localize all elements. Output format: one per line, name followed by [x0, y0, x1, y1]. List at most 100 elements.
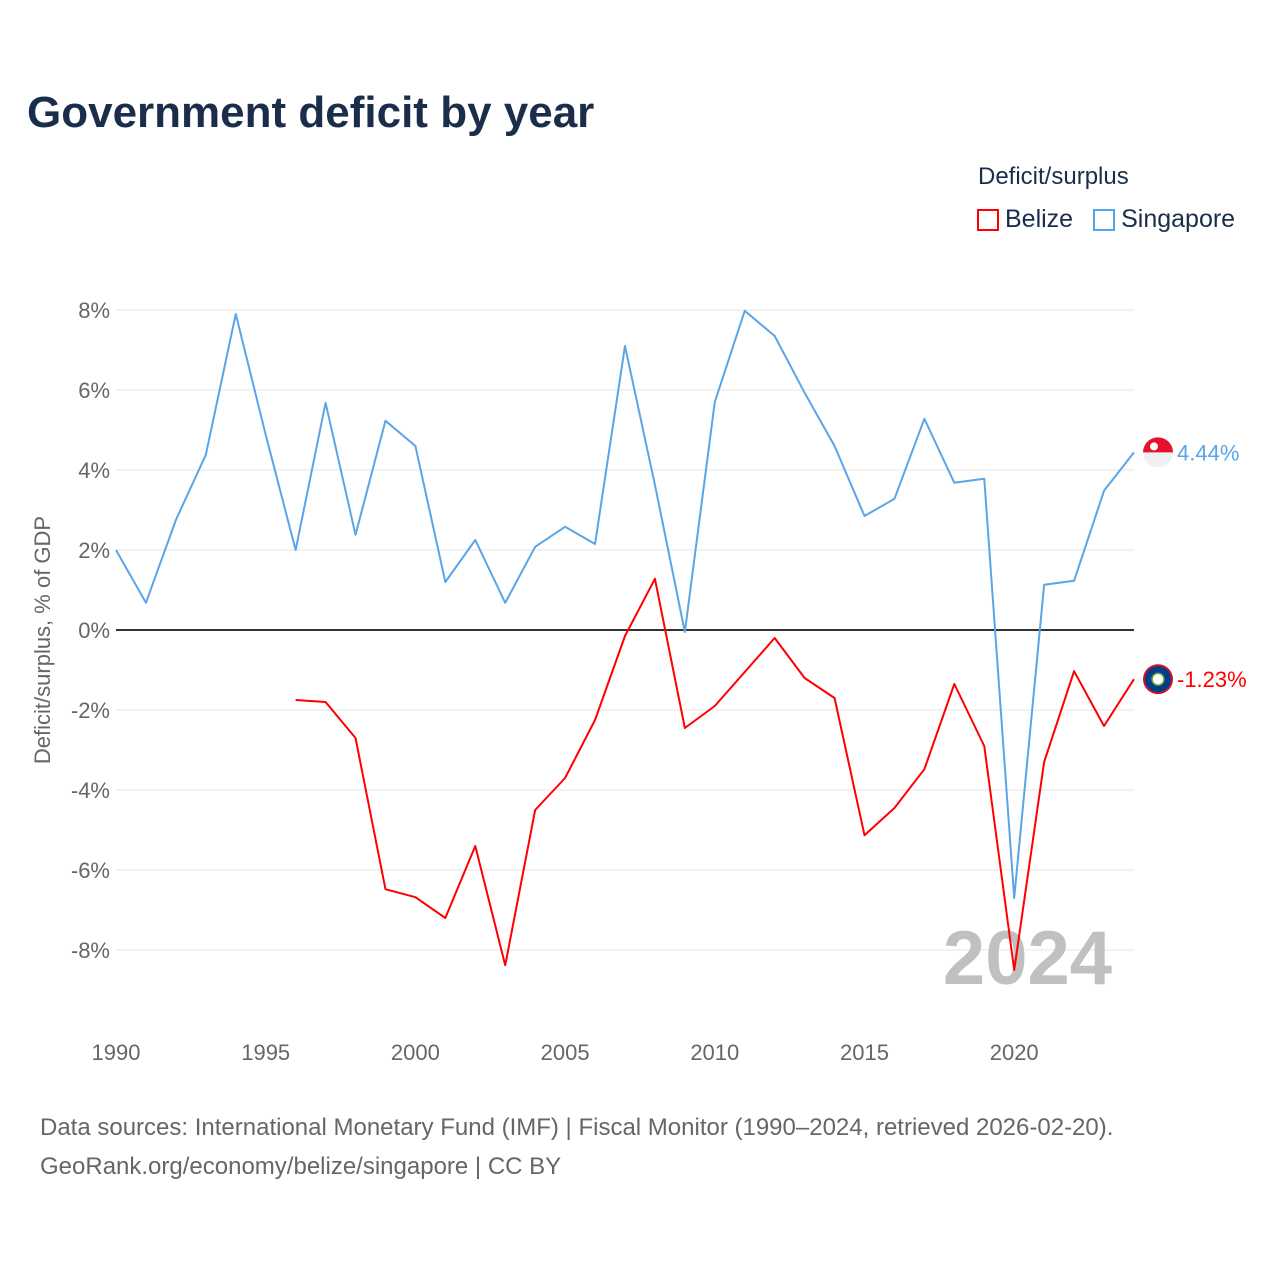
- data-point: [562, 775, 568, 781]
- x-tick-label: 2010: [690, 1040, 739, 1065]
- data-point: [412, 443, 418, 449]
- data-point: [862, 832, 868, 838]
- y-tick-label: -6%: [71, 858, 110, 883]
- data-point: [323, 699, 329, 705]
- data-point: [173, 517, 179, 523]
- data-point: [472, 537, 478, 543]
- data-point: [143, 600, 149, 606]
- data-point: [712, 703, 718, 709]
- x-tick-label: 1995: [241, 1040, 290, 1065]
- data-point: [951, 480, 957, 486]
- data-point: [742, 308, 748, 314]
- series-line-singapore: [115, 309, 1135, 899]
- singapore-flag-icon: [1150, 442, 1158, 451]
- data-point: [472, 843, 478, 849]
- data-point: [891, 496, 897, 502]
- data-point: [622, 343, 628, 349]
- data-point: [293, 547, 299, 553]
- data-point: [502, 600, 508, 606]
- data-point: [712, 399, 718, 405]
- y-tick-label: 0%: [78, 618, 110, 643]
- data-point: [562, 524, 568, 530]
- data-point: [981, 476, 987, 482]
- data-point: [502, 962, 508, 968]
- end-value-label: 4.44%: [1177, 440, 1239, 465]
- singapore-flag-icon: [1143, 437, 1173, 453]
- y-tick-label: 8%: [78, 298, 110, 323]
- data-point: [592, 717, 598, 723]
- data-point: [1011, 895, 1017, 901]
- belize-flag-icon: [1151, 672, 1165, 686]
- y-tick-label: -4%: [71, 778, 110, 803]
- data-point: [921, 416, 927, 422]
- data-point: [1131, 676, 1137, 682]
- data-point: [652, 482, 658, 488]
- data-point: [652, 576, 658, 582]
- y-tick-label: -2%: [71, 698, 110, 723]
- data-point: [203, 452, 209, 458]
- data-point: [1131, 449, 1137, 455]
- data-point: [832, 695, 838, 701]
- data-point: [921, 766, 927, 772]
- data-point: [532, 544, 538, 550]
- end-value-label: -1.23%: [1177, 667, 1247, 692]
- data-point: [622, 633, 628, 639]
- y-tick-label: 2%: [78, 538, 110, 563]
- source-line: Data sources: International Monetary Fun…: [40, 1114, 1114, 1141]
- y-tick-label: -8%: [71, 938, 110, 963]
- data-point: [742, 669, 748, 675]
- legend-item-belize[interactable]: Belize: [977, 205, 1073, 234]
- data-point: [293, 697, 299, 703]
- chart-title: Government deficit by year: [27, 88, 595, 137]
- data-point: [1041, 759, 1047, 765]
- x-tick-label: 2015: [840, 1040, 889, 1065]
- data-point: [802, 390, 808, 396]
- year-watermark: 2024: [943, 916, 1112, 1001]
- data-point: [891, 805, 897, 811]
- data-point: [1041, 582, 1047, 588]
- legend-swatch: [977, 208, 999, 231]
- data-point: [1011, 967, 1017, 973]
- legend: Belize Singapore: [977, 205, 1235, 234]
- data-point: [382, 418, 388, 424]
- series-line-belize: [295, 577, 1135, 971]
- x-tick-label: 2000: [391, 1040, 440, 1065]
- data-point: [382, 886, 388, 892]
- data-point: [1101, 488, 1107, 494]
- x-tick-label: 2005: [541, 1040, 590, 1065]
- y-tick-label: 6%: [78, 378, 110, 403]
- y-axis-label: Deficit/surplus, % of GDP: [30, 516, 55, 764]
- data-point: [442, 579, 448, 585]
- x-tick-label: 1990: [92, 1040, 141, 1065]
- data-point: [233, 311, 239, 317]
- data-point: [832, 443, 838, 449]
- data-point: [592, 541, 598, 547]
- data-point: [682, 629, 688, 635]
- legend-label: Singapore: [1121, 205, 1236, 233]
- data-point: [1101, 723, 1107, 729]
- data-point: [1071, 668, 1077, 674]
- data-point: [323, 400, 329, 406]
- data-point: [532, 807, 538, 813]
- data-point: [113, 547, 119, 553]
- data-point: [353, 735, 359, 741]
- data-point: [802, 675, 808, 681]
- data-point: [442, 915, 448, 921]
- source-note: Data sources: International Monetary Fun…: [40, 1108, 1113, 1186]
- data-point: [353, 532, 359, 538]
- data-point: [772, 333, 778, 339]
- source-link[interactable]: GeoRank.org/economy/belize/singapore | C…: [40, 1153, 562, 1180]
- legend-swatch: [1093, 208, 1116, 231]
- data-point: [1071, 578, 1077, 584]
- data-point: [951, 681, 957, 687]
- data-point: [862, 513, 868, 519]
- legend-label: Belize: [1005, 205, 1074, 233]
- data-point: [412, 894, 418, 900]
- data-point: [981, 743, 987, 749]
- legend-title: Deficit/surplus: [978, 163, 1129, 190]
- data-point: [263, 432, 269, 438]
- data-point: [772, 635, 778, 641]
- legend-item-singapore[interactable]: Singapore: [1093, 205, 1235, 234]
- data-point: [682, 725, 688, 731]
